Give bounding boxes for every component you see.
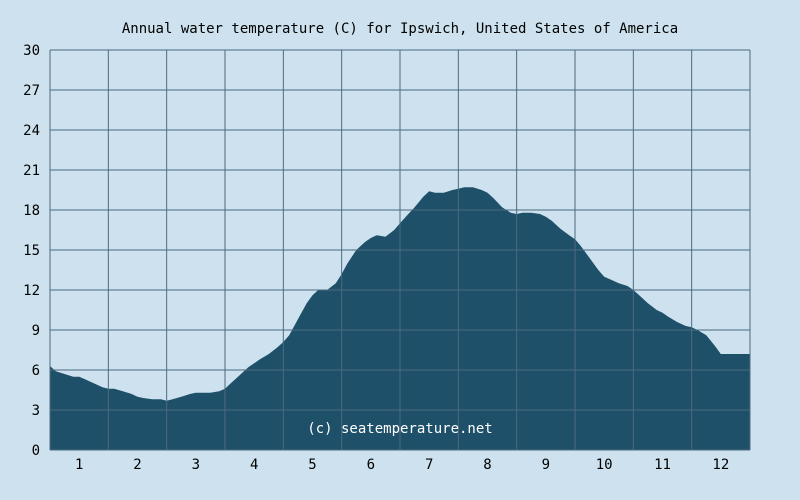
y-tick-label: 30 — [23, 43, 40, 59]
y-tick-label: 9 — [32, 323, 40, 339]
x-tick-label: 3 — [192, 457, 200, 473]
y-tick-label: 18 — [23, 203, 40, 219]
x-tick-label: 12 — [712, 457, 729, 473]
x-axis-ticks: 1 2 3 4 5 6 7 8 9 10 11 12 — [75, 457, 729, 473]
x-tick-label: 9 — [542, 457, 550, 473]
x-tick-label: 4 — [250, 457, 258, 473]
watermark-text: (c) seatemperature.net — [307, 421, 492, 437]
y-tick-label: 0 — [32, 443, 40, 459]
y-tick-label: 24 — [23, 123, 40, 139]
y-tick-label: 3 — [32, 403, 40, 419]
x-tick-label: 8 — [483, 457, 491, 473]
chart-title: Annual water temperature (C) for Ipswich… — [122, 21, 678, 37]
x-tick-label: 11 — [654, 457, 671, 473]
x-tick-label: 1 — [75, 457, 83, 473]
x-tick-label: 2 — [133, 457, 141, 473]
y-axis-ticks: 0 3 6 9 12 15 18 21 24 27 30 — [23, 43, 40, 459]
x-tick-label: 6 — [367, 457, 375, 473]
x-tick-label: 7 — [425, 457, 433, 473]
y-tick-label: 6 — [32, 363, 40, 379]
y-tick-label: 27 — [23, 83, 40, 99]
x-tick-label: 10 — [596, 457, 613, 473]
y-tick-label: 12 — [23, 283, 40, 299]
x-tick-label: 5 — [308, 457, 316, 473]
y-tick-label: 15 — [23, 243, 40, 259]
y-tick-label: 21 — [23, 163, 40, 179]
grid-layer — [49, 49, 751, 451]
